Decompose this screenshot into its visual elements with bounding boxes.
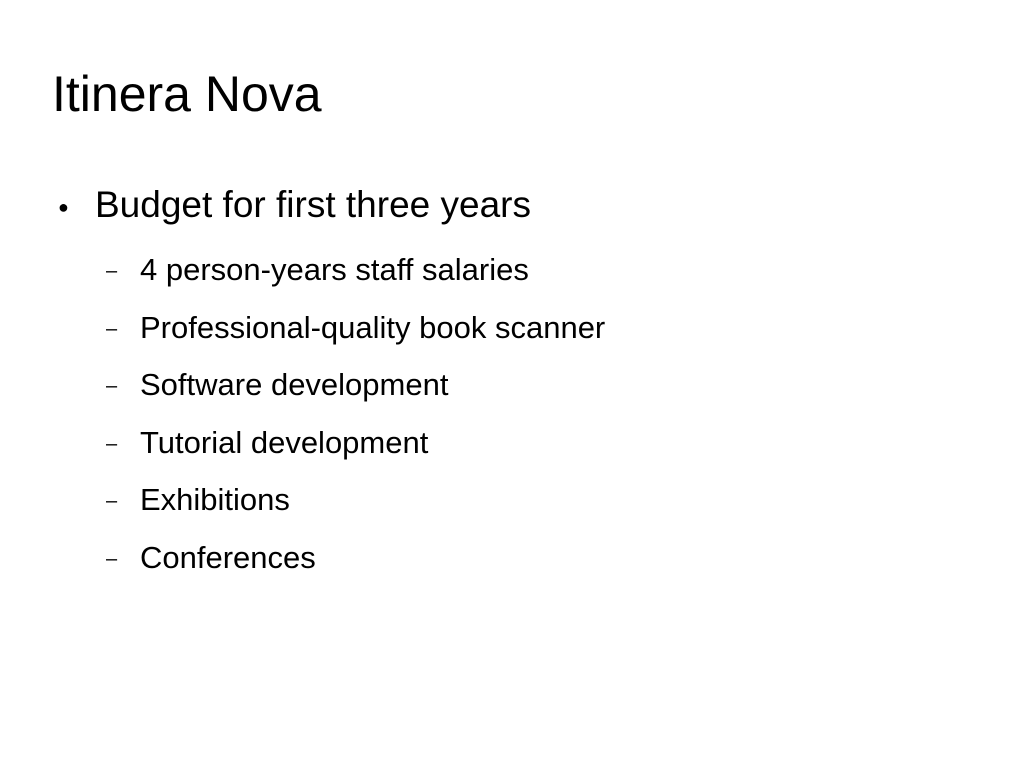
sub-bullet-item: – Professional-quality book scanner	[106, 310, 605, 368]
sub-bullet-list: – 4 person-years staff salaries – Profes…	[106, 252, 605, 597]
slide-title: Itinera Nova	[52, 66, 322, 122]
dash-icon: –	[106, 260, 118, 282]
sub-bullet-text: Software development	[140, 367, 449, 402]
bullet-budget: ● Budget for first three years	[58, 184, 531, 227]
dash-icon: –	[106, 490, 118, 512]
sub-bullet-item: – Tutorial development	[106, 425, 605, 483]
sub-bullet-item: – Conferences	[106, 540, 605, 598]
sub-bullet-text: Professional-quality book scanner	[140, 309, 606, 345]
sub-bullet-text: Conferences	[140, 539, 316, 575]
bullet-text: Budget for first three years	[95, 184, 531, 225]
sub-bullet-item: – Software development	[106, 367, 605, 425]
dash-icon: –	[106, 547, 118, 570]
sub-bullet-item: – Exhibitions	[106, 482, 605, 540]
sub-bullet-item: – 4 person-years staff salaries	[106, 252, 605, 310]
sub-bullet-text: Exhibitions	[140, 482, 290, 517]
dash-icon: –	[106, 317, 118, 340]
dash-icon: –	[106, 375, 118, 397]
dash-icon: –	[106, 432, 118, 455]
sub-bullet-text: Tutorial development	[140, 424, 429, 460]
sub-bullet-text: 4 person-years staff salaries	[140, 252, 529, 287]
bullet-dot-icon: ●	[58, 197, 69, 217]
